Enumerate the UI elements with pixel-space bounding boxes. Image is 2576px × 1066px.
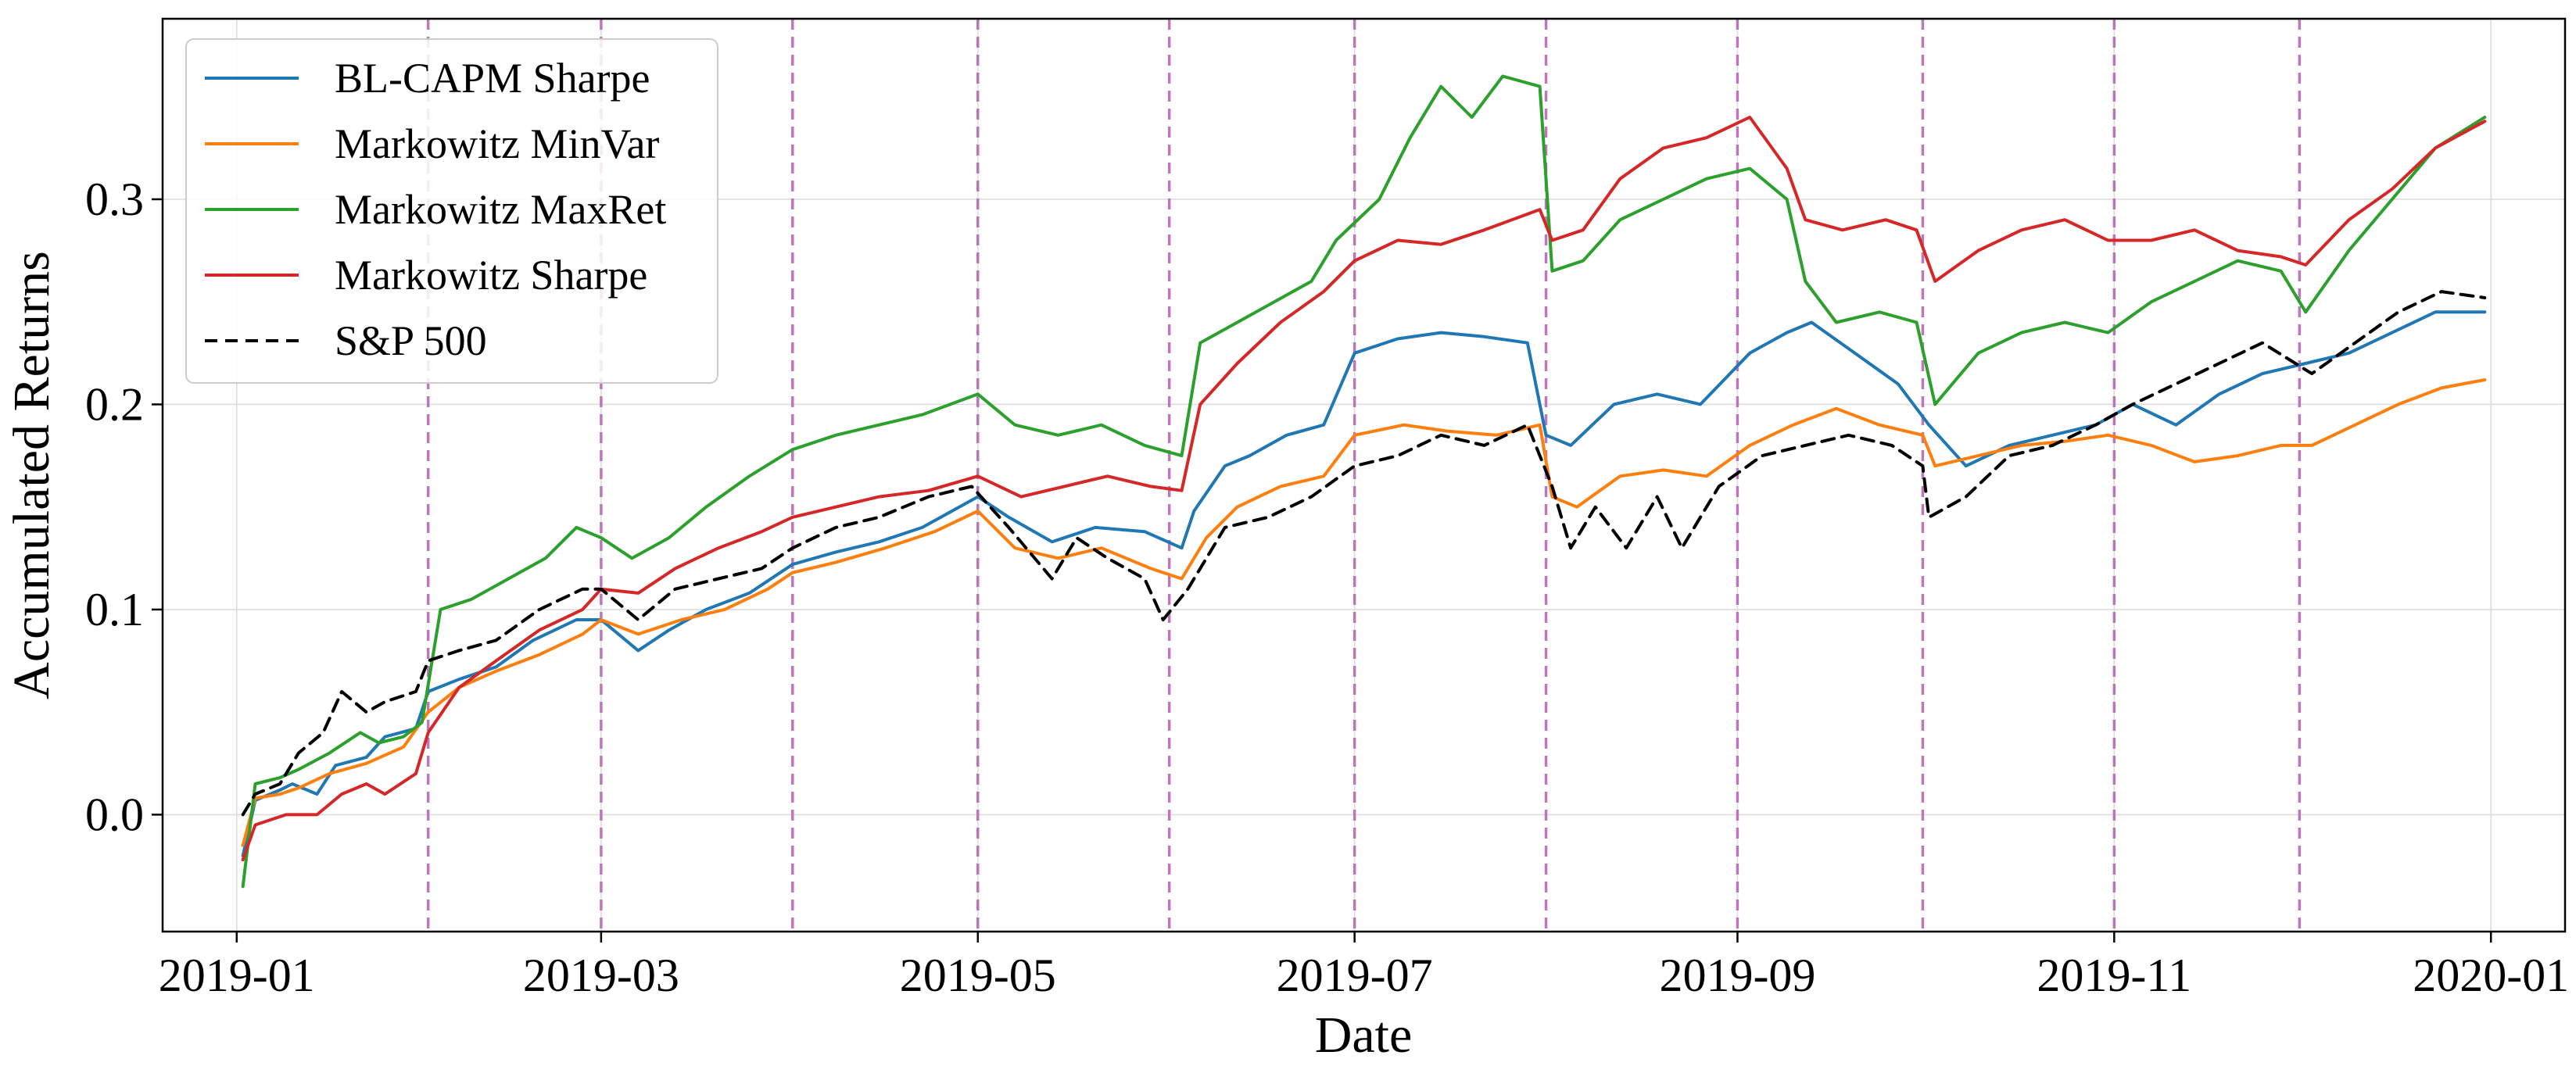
legend-label-markowitz-maxret: Markowitz MaxRet	[335, 186, 666, 233]
x-tick-label: 2020-01	[2413, 950, 2569, 1001]
legend: BL-CAPM Sharpe Markowitz MinVar Markowitz …	[185, 38, 718, 384]
series-line-markowitz-minvar	[241, 378, 2487, 847]
series-line-markowitz-maxret	[241, 74, 2487, 889]
plot-frame	[161, 17, 2567, 933]
x-tick-label: 2019-01	[159, 950, 315, 1001]
series-lines	[241, 74, 2487, 889]
x-tick-label: 2019-05	[900, 950, 1056, 1001]
series-line-bl-capm-sharpe	[241, 310, 2487, 857]
y-tick-label: 0.3	[85, 173, 144, 225]
legend-label-s-p-500: S&P 500	[335, 317, 487, 364]
x-tick-label: 2019-03	[523, 950, 679, 1001]
y-tick-label: 0.1	[85, 584, 144, 635]
legend-label-bl-capm-sharpe: BL-CAPM Sharpe	[335, 55, 650, 102]
x-tick-label: 2019-11	[2037, 950, 2191, 1001]
legend-box	[185, 38, 718, 384]
y-axis: 0.0 0.1 0.2 0.3	[85, 173, 163, 840]
x-axis-title: Date	[1315, 1007, 1413, 1064]
legend-label-markowitz-minvar: Markowitz MinVar	[335, 120, 659, 167]
legend-label-markowitz-sharpe: Markowitz Sharpe	[335, 252, 647, 299]
x-axis: 2019-01 2019-03 2019-05 2019-07 2019-09 2019-…	[159, 932, 2569, 1001]
y-axis-title: Accumulated Returns	[3, 251, 60, 699]
series-line-markowitz-sharpe	[241, 116, 2487, 862]
y-tick-label: 0.2	[85, 378, 144, 430]
x-tick-label: 2019-09	[1659, 950, 1815, 1001]
y-tick-label: 0.0	[85, 789, 144, 840]
x-tick-label: 2019-07	[1277, 950, 1433, 1001]
series-line-s-p-500	[241, 290, 2487, 817]
